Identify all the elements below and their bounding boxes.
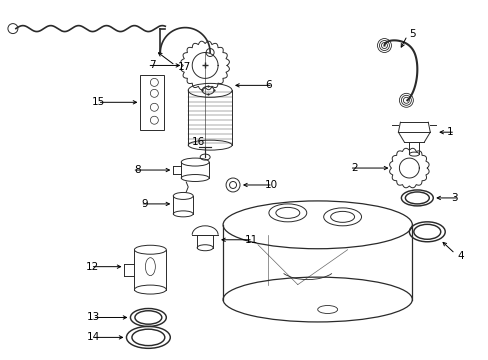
Text: 11: 11	[244, 235, 258, 245]
Text: 1: 1	[447, 127, 453, 137]
Text: 14: 14	[87, 332, 101, 342]
Text: 3: 3	[450, 193, 457, 203]
Text: 13: 13	[87, 312, 101, 323]
Text: 4: 4	[456, 251, 463, 261]
Text: 9: 9	[142, 199, 148, 209]
Text: 2: 2	[350, 163, 357, 173]
Text: 17: 17	[178, 62, 191, 72]
Text: 8: 8	[134, 165, 140, 175]
Text: 12: 12	[85, 262, 99, 272]
Text: 15: 15	[92, 97, 105, 107]
Text: 7: 7	[148, 60, 155, 71]
Text: 6: 6	[264, 80, 271, 90]
Text: 10: 10	[264, 180, 278, 190]
Text: 5: 5	[408, 28, 415, 39]
Text: 16: 16	[192, 137, 205, 147]
